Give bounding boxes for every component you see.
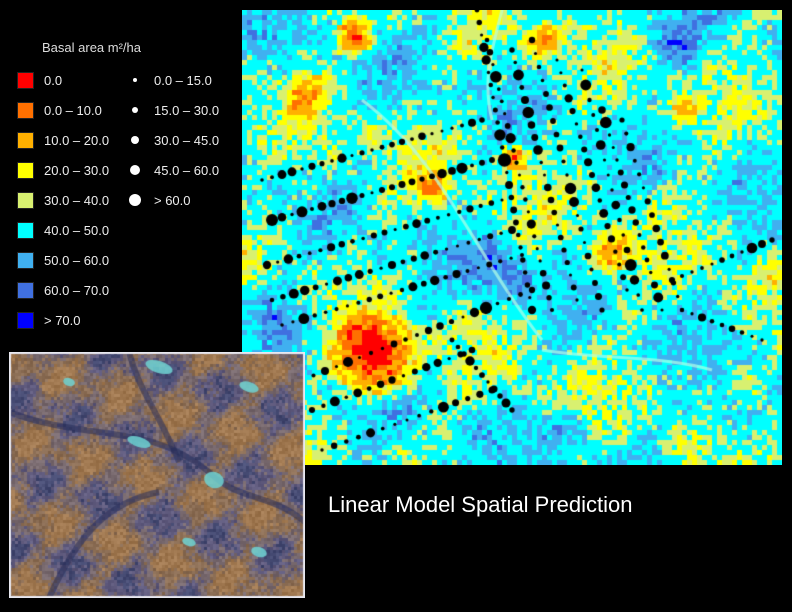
map-caption: Linear Model Spatial Prediction [328,492,633,517]
legend-dot-label: 0.0 – 15.0 [154,72,212,88]
legend-dot-marker [129,194,141,206]
aerial-photo-inset [9,352,305,598]
legend-dot-class: > 60.0 [128,191,191,209]
legend-dot-marker [131,136,139,144]
legend-color-label: 60.0 – 70.0 [44,282,110,298]
legend-color-label: > 70.0 [44,312,81,328]
legend-color-class: 10.0 – 20.0 [17,131,109,149]
legend-color-class: 20.0 – 30.0 [17,161,109,179]
legend-swatch [17,311,34,329]
legend-color-class: 0.0 – 10.0 [17,101,102,119]
legend-dot-class: 30.0 – 45.0 [128,131,219,149]
legend-swatch [17,161,34,179]
legend-dot-marker [132,107,138,113]
legend-swatch [17,131,34,149]
legend-color-class: > 70.0 [17,311,81,329]
legend-color-label: 0.0 [44,72,63,88]
legend-color-label: 20.0 – 30.0 [44,162,110,178]
legend-swatch [17,191,34,209]
legend-swatch [17,221,34,239]
legend-dot-label: 45.0 – 60.0 [154,162,220,178]
legend-color-class: 30.0 – 40.0 [17,191,109,209]
legend-dot-label: 30.0 – 45.0 [154,132,220,148]
legend-dot-label: 15.0 – 30.0 [154,102,220,118]
legend-color-label: 10.0 – 20.0 [44,132,110,148]
legend-swatch [17,71,34,89]
legend-dot-label: > 60.0 [154,192,191,208]
legend-swatch [17,251,34,269]
legend-color-class: 60.0 – 70.0 [17,281,109,299]
legend-color-label: 50.0 – 60.0 [44,252,110,268]
basal-area-prediction-map [242,10,782,465]
legend-color-class: 40.0 – 50.0 [17,221,109,239]
legend-color-label: 0.0 – 10.0 [44,102,102,118]
legend-color-label: 30.0 – 40.0 [44,192,110,208]
legend-color-label: 40.0 – 50.0 [44,222,110,238]
legend-title: Basal area m²/ha [42,40,141,55]
legend-dot-class: 45.0 – 60.0 [128,161,219,179]
legend-dot-class: 15.0 – 30.0 [128,101,219,119]
legend-color-class: 0.0 [17,71,62,89]
legend-dot-marker [130,165,140,175]
legend-dot-marker [133,78,137,82]
legend-color-class: 50.0 – 60.0 [17,251,109,269]
legend-dot-class: 0.0 – 15.0 [128,71,212,89]
legend-swatch [17,281,34,299]
legend-swatch [17,101,34,119]
